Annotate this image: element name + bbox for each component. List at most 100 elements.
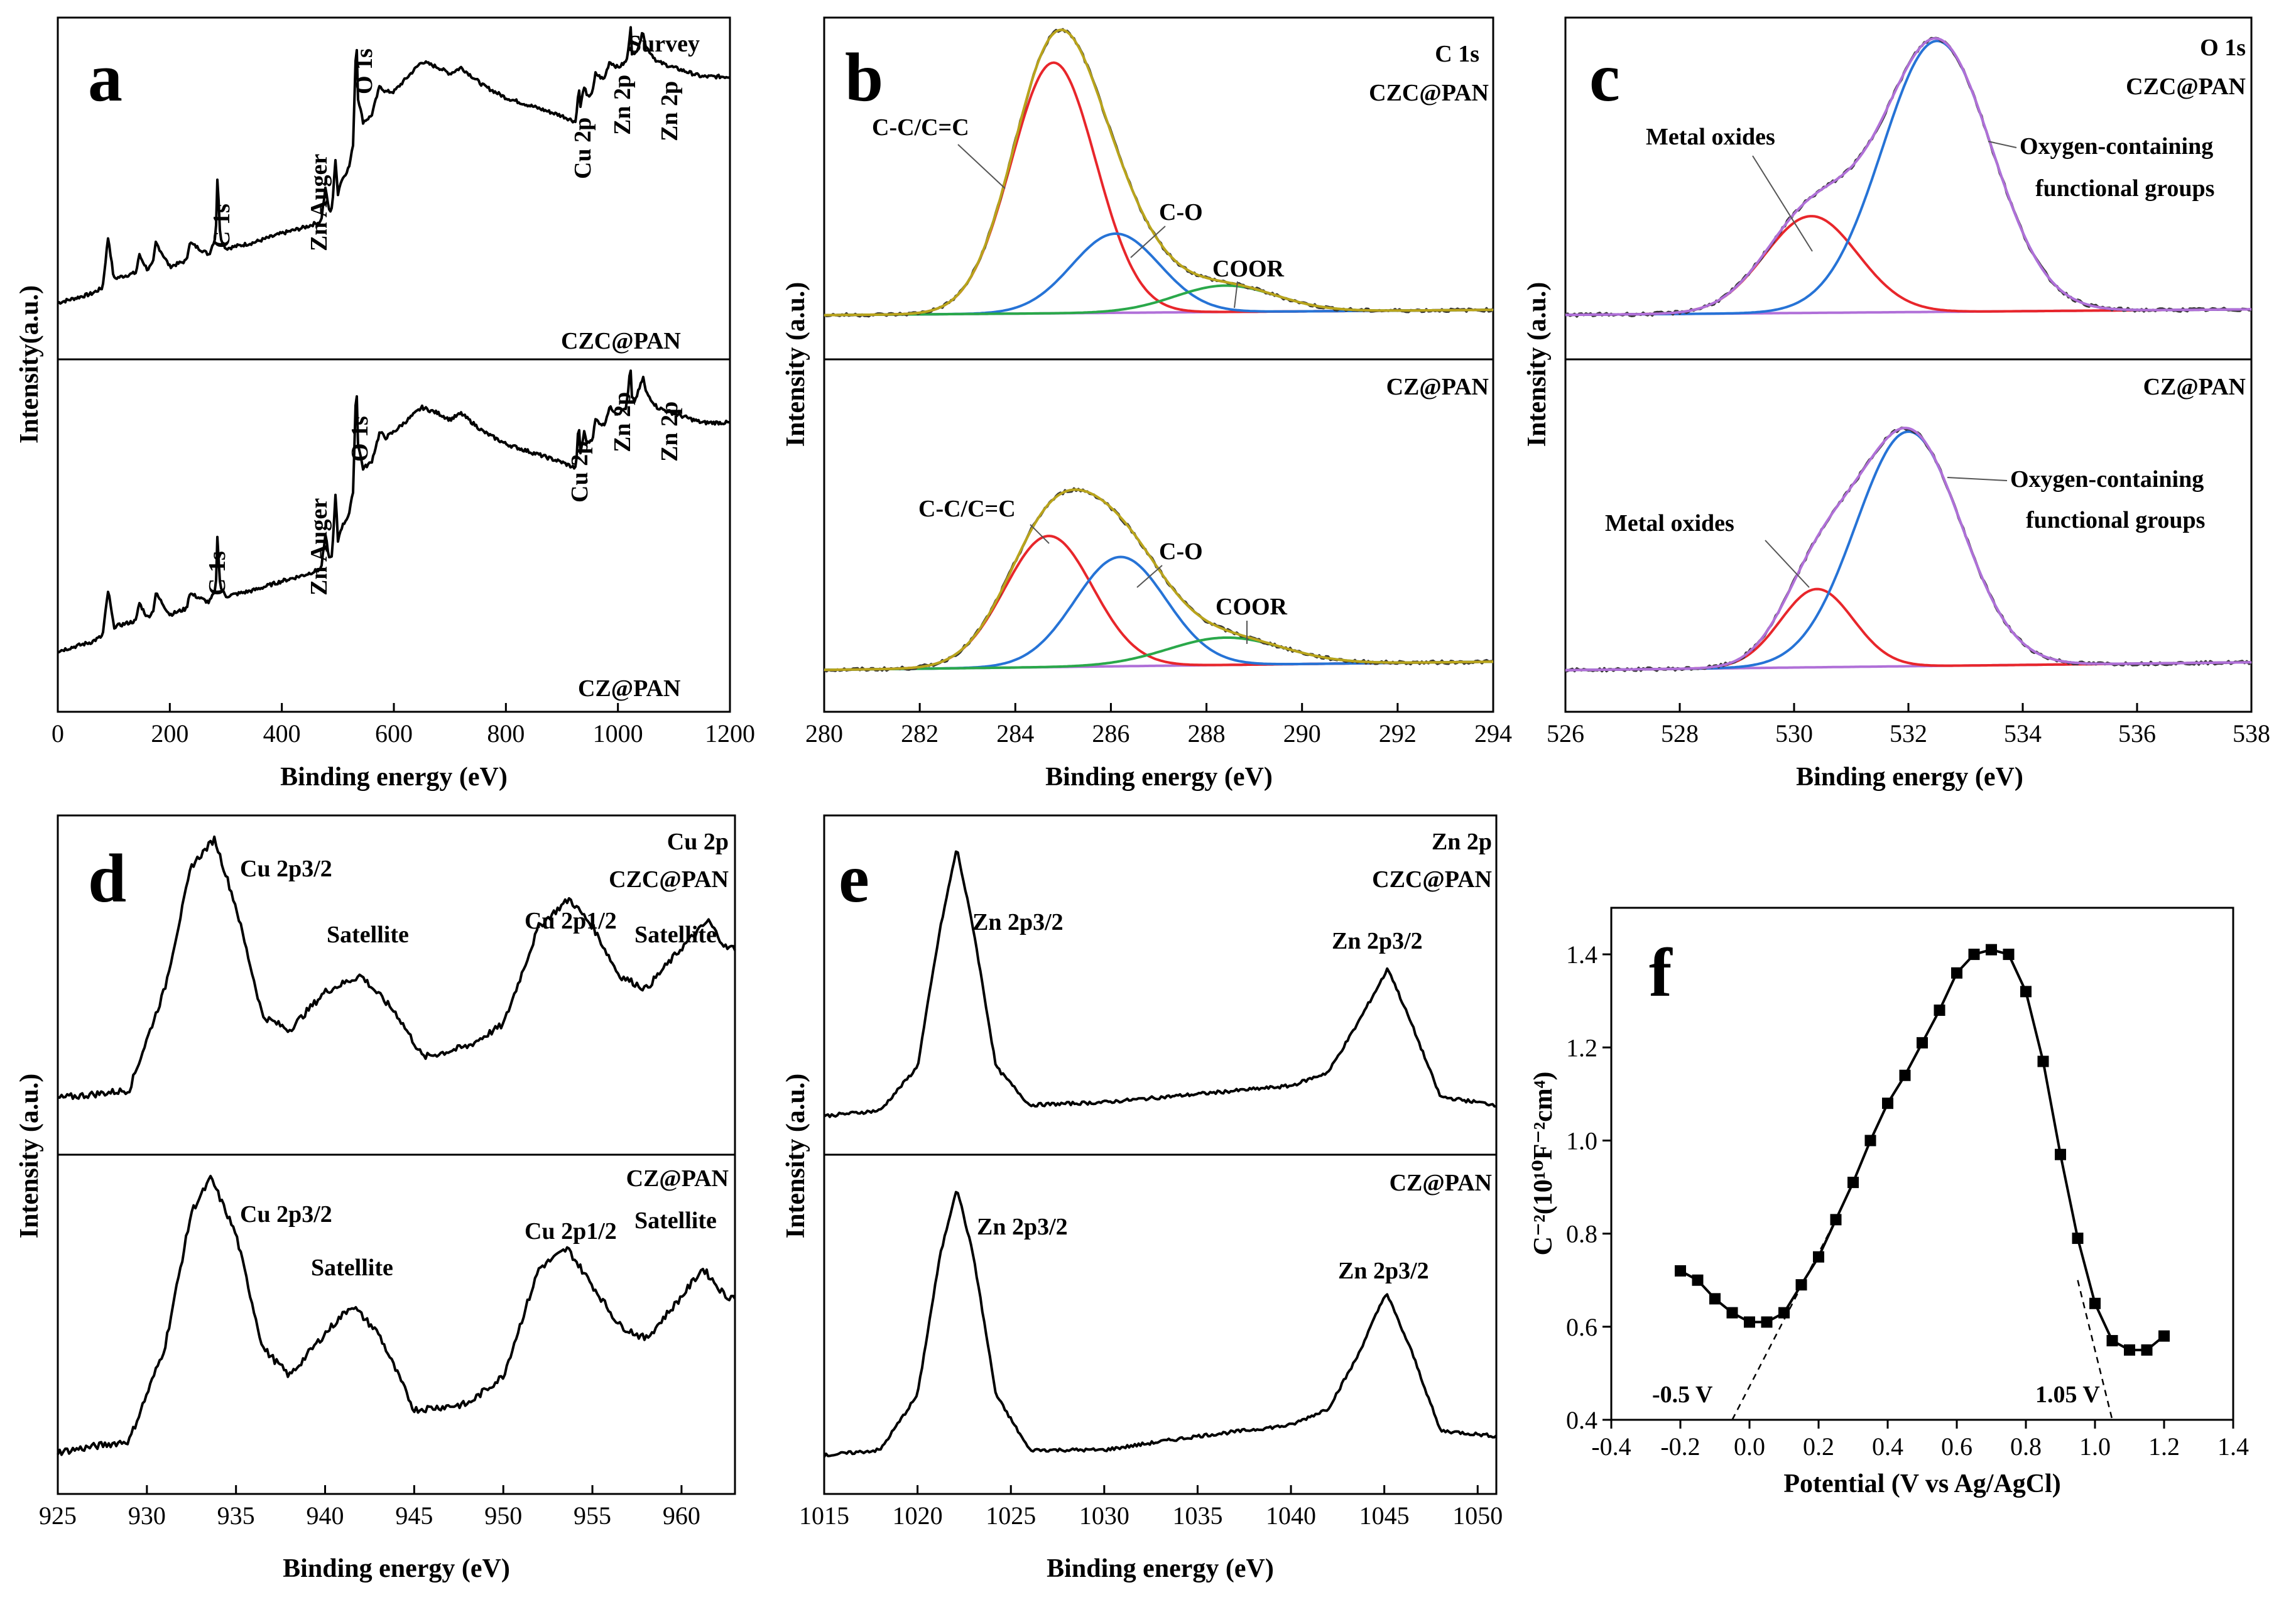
c-bottom-label-oxy1: Oxygen-containing <box>2010 466 2204 493</box>
panel-b-title: C 1s <box>1435 41 1479 67</box>
d-bottom-label-cu2p12: Cu 2p1/2 <box>525 1218 617 1245</box>
data-point <box>2003 949 2015 961</box>
data-point <box>1761 1316 1773 1328</box>
data-point <box>1778 1307 1790 1319</box>
d-bottom-label-sat2: Satellite <box>634 1207 717 1234</box>
panel-e-bottom-sample: CZ@PAN <box>1390 1170 1492 1196</box>
b-top-label-co: C-O <box>1159 199 1203 226</box>
b-top-arrow-cc <box>957 144 1006 189</box>
x-tick-label: 280 <box>805 719 843 748</box>
x-tick-label: 1015 <box>799 1501 849 1530</box>
x-tick-label: 282 <box>901 719 939 748</box>
panel-c-xlabel: Binding energy (eV) <box>1796 763 2023 792</box>
data-point <box>1899 1069 1911 1081</box>
data-point <box>1795 1279 1807 1291</box>
panel-f: f -0.4 -0.2 0.0 0.2 0.4 0.6 0.8 1.0 1.2 1.4 0.4 0.6… <box>1529 907 2249 1498</box>
component-curve <box>1565 215 2251 317</box>
panel-b-letter: b <box>845 39 883 116</box>
b-top-arrow-coor <box>1234 281 1238 308</box>
data-point <box>1847 1177 1859 1189</box>
panel-d-letter: d <box>88 840 126 917</box>
data-point <box>1864 1135 1876 1147</box>
x-tick-label: 288 <box>1188 719 1226 748</box>
x-tick-label: -0.2 <box>1660 1432 1700 1461</box>
data-point <box>1813 1251 1824 1263</box>
panel-c-bottom-fit <box>1565 427 2253 673</box>
x-tick-label: 950 <box>484 1501 522 1530</box>
y-tick-label: 1.4 <box>1566 940 1597 969</box>
a-bottom-peak-c1s: C 1s <box>204 551 231 596</box>
x-tick-label: 925 <box>39 1501 77 1530</box>
b-bottom-arrow-co <box>1136 565 1163 588</box>
panel-f-letter: f <box>1649 934 1673 1011</box>
panel-c-top-sample: CZC@PAN <box>2126 74 2246 100</box>
panel-f-fit-lines <box>1731 1219 2113 1420</box>
e-bottom-label-1: Zn 2p3/2 <box>977 1214 1068 1240</box>
y-tick-label: 0.8 <box>1566 1220 1597 1248</box>
data-point <box>2037 1055 2049 1067</box>
c-bottom-label-oxy2: functional groups <box>2026 507 2205 533</box>
data-point <box>2141 1344 2153 1356</box>
b-top-label-coor: COOR <box>1212 256 1285 282</box>
panel-b-ylabel: Intensity (a.u.) <box>781 282 810 447</box>
d-top-label-sat1: Satellite <box>327 922 409 948</box>
a-top-peak-c1s: C 1s <box>209 204 235 248</box>
x-tick-label: 0.6 <box>1941 1432 1972 1461</box>
x-tick-label: 1040 <box>1266 1501 1316 1530</box>
data-point <box>1675 1265 1686 1277</box>
b-top-arrow-co <box>1130 226 1166 258</box>
panel-a-top-curve <box>57 26 731 305</box>
envelope-curve <box>824 28 1493 317</box>
experimental-curve <box>1565 427 2253 673</box>
panel-c-top-fit <box>1565 36 2252 318</box>
panel-a: a Survey CZC@PAN CZ@PAN C 1s Zn Auger O … <box>15 16 755 792</box>
a-top-peak-zn-auger: Zn Auger <box>306 154 332 251</box>
data-point <box>2020 986 2032 998</box>
panel-c-frame <box>1564 16 2253 713</box>
c-bottom-label-metal: Metal oxides <box>1605 510 1734 537</box>
panel-e-xlabel: Binding energy (eV) <box>1047 1554 1274 1583</box>
data-point <box>1882 1098 1893 1109</box>
b-bottom-arrow-cc <box>1030 524 1050 544</box>
x-tick-label: 1025 <box>986 1501 1036 1530</box>
x-tick-label: 1020 <box>893 1501 943 1530</box>
c-bottom-arrow-metal <box>1765 540 1810 588</box>
x-tick-label: 0.2 <box>1803 1432 1834 1461</box>
panel-d-xlabel: Binding energy (eV) <box>283 1554 510 1583</box>
data-point <box>1917 1037 1928 1049</box>
envelope-curve <box>1565 37 2251 317</box>
f-annotation-left: -0.5 V <box>1652 1381 1713 1408</box>
panel-c: c O 1s CZC@PAN CZ@PAN Metal oxides Oxyge… <box>1523 16 2270 792</box>
data-point <box>1830 1214 1842 1226</box>
panel-f-markers <box>1675 944 2170 1356</box>
e-top-label-1: Zn 2p3/2 <box>972 909 1064 935</box>
panel-a-bottom-curve <box>57 369 731 654</box>
panel-b-xlabel: Binding energy (eV) <box>1045 763 1273 792</box>
x-tick-label: 600 <box>375 719 413 748</box>
x-tick-label: 286 <box>1092 719 1129 748</box>
panel-e-x-ticks: 1015 1020 1025 1030 1035 1040 1045 1050 <box>799 1485 1503 1530</box>
data-point <box>2055 1148 2066 1160</box>
data-point <box>1986 944 1997 956</box>
x-tick-label: 960 <box>663 1501 700 1530</box>
data-point <box>2124 1344 2135 1356</box>
data-point <box>1709 1293 1721 1305</box>
y-tick-label: 1.0 <box>1566 1126 1597 1155</box>
component-curve <box>824 232 1493 317</box>
panel-b-top-fit <box>823 28 1494 318</box>
panel-a-letter: a <box>88 39 122 116</box>
x-tick-label: 534 <box>2004 719 2042 748</box>
x-tick-label: 1035 <box>1172 1501 1222 1530</box>
panel-f-ylabel: C⁻²(10¹⁰F⁻²cm⁴) <box>1529 1072 1558 1256</box>
panel-a-xlabel: Binding energy (eV) <box>280 763 508 792</box>
x-tick-label: 1000 <box>593 719 643 748</box>
a-bottom-peak-o1s: O 1s <box>347 416 373 462</box>
x-tick-label: 0.8 <box>2010 1432 2042 1461</box>
x-tick-label: 528 <box>1661 719 1699 748</box>
flatband-fit-line <box>1731 1219 1837 1420</box>
x-tick-label: -0.4 <box>1591 1432 1631 1461</box>
a-bottom-peak-zn-auger: Zn Auger <box>306 498 332 596</box>
x-tick-label: 0.4 <box>1872 1432 1903 1461</box>
a-top-peak-zn2p-b: Zn 2p <box>656 81 683 141</box>
x-tick-label: 538 <box>2233 719 2270 748</box>
